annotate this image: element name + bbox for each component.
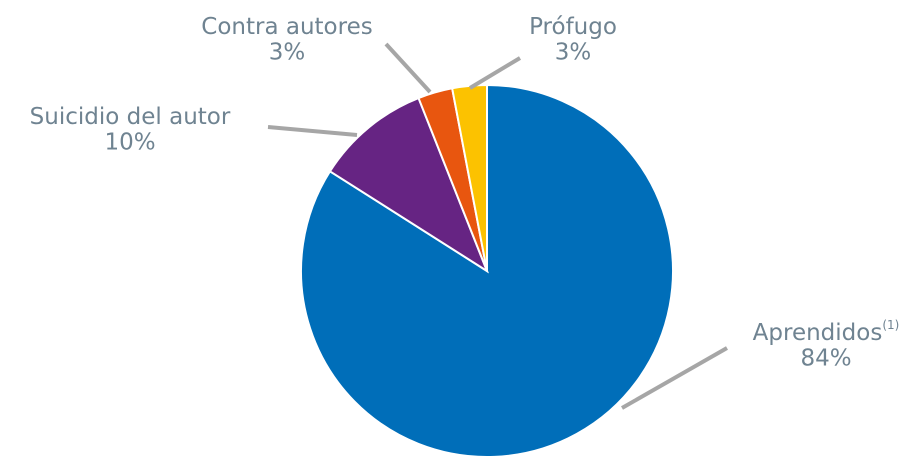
slice-label: Contra autores <box>201 14 372 40</box>
category-label: Contra autores <box>201 14 372 40</box>
slice-label: Aprendidos(1) <box>753 318 900 346</box>
value-label: 84% <box>800 346 851 372</box>
category-label: Suicidio del autor <box>30 104 231 130</box>
pie-slice <box>450 83 488 272</box>
value-label: 10% <box>104 130 155 156</box>
slice-label: Suicidio del autor <box>30 104 231 130</box>
leader-line <box>468 56 522 90</box>
pie-slice <box>328 96 490 274</box>
slice-label: Prófugo <box>529 14 617 40</box>
leader-line <box>384 42 432 94</box>
leader-line <box>267 125 358 137</box>
value-label: 3% <box>269 40 306 66</box>
value-label: 3% <box>555 40 592 66</box>
category-label: Prófugo <box>529 14 617 40</box>
category-label: Aprendidos <box>753 320 883 346</box>
leader-line <box>621 346 728 410</box>
category-note: (1) <box>882 318 899 332</box>
